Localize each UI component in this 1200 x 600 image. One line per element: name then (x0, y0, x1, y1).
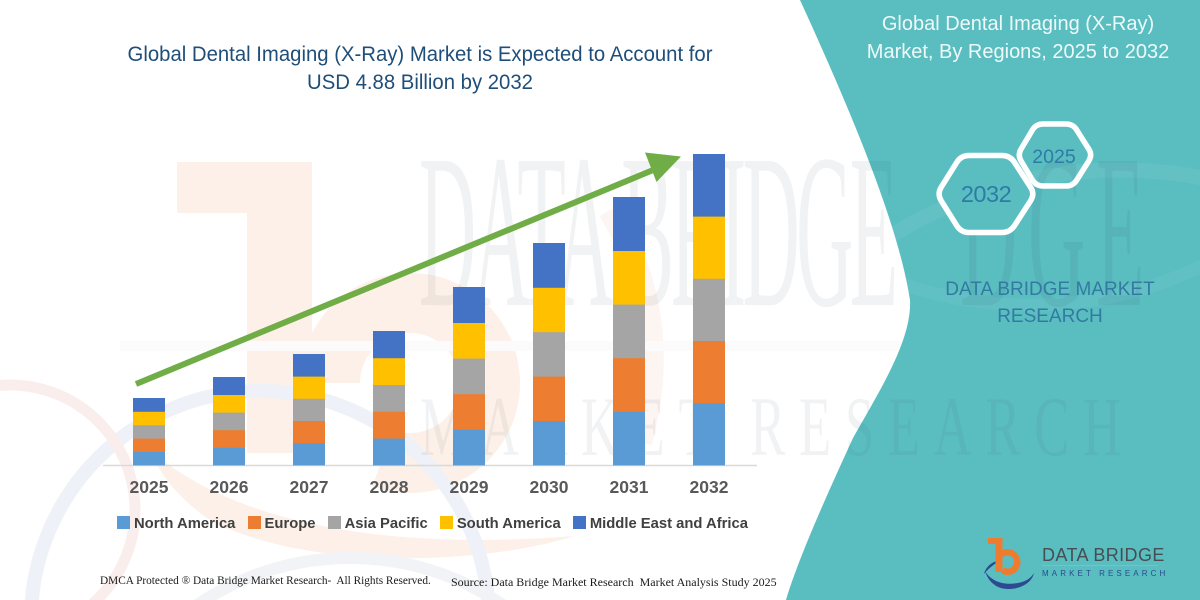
svg-text:DATA BRIDGE: DATA BRIDGE (1042, 545, 1165, 565)
svg-text:MARKET RESEARCH: MARKET RESEARCH (1042, 569, 1168, 578)
svg-text:2032: 2032 (961, 181, 1011, 207)
svg-text:2025: 2025 (1032, 146, 1076, 168)
